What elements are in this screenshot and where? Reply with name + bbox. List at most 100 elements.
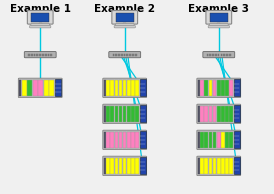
Bar bbox=[233, 131, 240, 148]
Bar bbox=[229, 80, 233, 95]
Text: Example 1: Example 1 bbox=[10, 3, 71, 14]
Bar bbox=[45, 54, 47, 56]
FancyBboxPatch shape bbox=[103, 104, 147, 124]
Bar bbox=[104, 132, 106, 148]
FancyBboxPatch shape bbox=[27, 10, 53, 24]
Bar bbox=[135, 54, 137, 56]
Bar bbox=[34, 54, 35, 56]
Bar bbox=[131, 80, 135, 95]
Bar bbox=[115, 158, 118, 174]
Bar bbox=[209, 158, 212, 174]
Bar bbox=[204, 106, 208, 121]
Bar bbox=[132, 54, 134, 56]
Bar bbox=[113, 54, 114, 56]
Bar bbox=[233, 79, 240, 96]
Bar bbox=[119, 158, 122, 174]
Bar bbox=[198, 80, 200, 96]
Bar bbox=[209, 80, 212, 95]
FancyBboxPatch shape bbox=[114, 25, 135, 28]
Bar bbox=[118, 54, 120, 56]
Bar bbox=[135, 80, 139, 95]
Bar bbox=[200, 158, 204, 174]
Bar bbox=[229, 106, 233, 121]
Bar bbox=[204, 80, 208, 95]
Bar bbox=[229, 158, 233, 174]
Bar bbox=[123, 23, 126, 24]
FancyBboxPatch shape bbox=[103, 78, 147, 98]
Bar bbox=[104, 158, 106, 174]
Bar bbox=[229, 132, 233, 148]
Text: Example 2: Example 2 bbox=[94, 3, 155, 14]
Bar bbox=[135, 132, 139, 148]
Bar bbox=[221, 158, 225, 174]
Bar bbox=[119, 132, 122, 148]
FancyBboxPatch shape bbox=[197, 130, 241, 150]
FancyBboxPatch shape bbox=[103, 156, 147, 176]
Bar bbox=[217, 23, 220, 24]
Bar bbox=[223, 54, 225, 56]
Bar bbox=[233, 105, 240, 122]
FancyBboxPatch shape bbox=[197, 78, 241, 98]
Bar bbox=[39, 23, 42, 24]
FancyBboxPatch shape bbox=[103, 130, 147, 150]
Bar bbox=[129, 54, 131, 56]
Bar bbox=[31, 54, 33, 56]
Bar bbox=[119, 106, 122, 121]
Bar bbox=[106, 158, 110, 174]
Bar bbox=[38, 80, 43, 95]
Bar bbox=[217, 80, 221, 95]
FancyBboxPatch shape bbox=[24, 52, 56, 58]
Bar bbox=[127, 158, 131, 174]
Bar bbox=[233, 157, 240, 174]
Bar bbox=[127, 80, 131, 95]
Bar bbox=[110, 80, 114, 95]
Bar bbox=[218, 54, 219, 56]
Bar bbox=[127, 132, 131, 148]
Bar bbox=[210, 13, 228, 22]
Bar bbox=[123, 132, 127, 148]
Bar bbox=[22, 80, 27, 95]
Bar bbox=[200, 132, 204, 148]
Bar bbox=[221, 132, 225, 148]
Bar bbox=[121, 54, 123, 56]
FancyBboxPatch shape bbox=[31, 24, 50, 26]
Bar bbox=[50, 54, 52, 56]
Text: Example 3: Example 3 bbox=[188, 3, 249, 14]
Bar bbox=[198, 158, 200, 174]
Bar bbox=[131, 158, 135, 174]
Bar bbox=[229, 54, 231, 56]
Bar bbox=[209, 106, 212, 121]
Bar bbox=[204, 132, 208, 148]
Bar bbox=[106, 80, 110, 95]
Bar bbox=[19, 80, 21, 96]
Bar bbox=[213, 132, 216, 148]
Bar bbox=[116, 13, 134, 22]
FancyBboxPatch shape bbox=[206, 10, 232, 24]
Bar bbox=[123, 80, 127, 95]
Bar bbox=[209, 132, 212, 148]
Bar bbox=[225, 106, 229, 121]
FancyBboxPatch shape bbox=[30, 25, 51, 28]
Bar bbox=[213, 80, 216, 95]
Bar bbox=[110, 106, 114, 121]
Bar bbox=[213, 158, 216, 174]
Bar bbox=[217, 132, 221, 148]
Bar bbox=[115, 132, 118, 148]
Bar bbox=[215, 54, 217, 56]
Bar bbox=[139, 157, 146, 174]
Bar bbox=[48, 54, 49, 56]
Bar bbox=[55, 79, 61, 96]
Bar bbox=[226, 54, 228, 56]
Bar bbox=[127, 106, 131, 121]
Bar bbox=[28, 54, 30, 56]
Bar bbox=[39, 54, 41, 56]
Bar bbox=[106, 132, 110, 148]
Bar bbox=[42, 54, 44, 56]
Bar bbox=[44, 80, 49, 95]
Bar bbox=[204, 158, 208, 174]
Bar bbox=[207, 54, 208, 56]
Bar bbox=[139, 105, 146, 122]
Bar bbox=[221, 54, 222, 56]
Bar bbox=[135, 106, 139, 121]
Bar bbox=[225, 132, 229, 148]
